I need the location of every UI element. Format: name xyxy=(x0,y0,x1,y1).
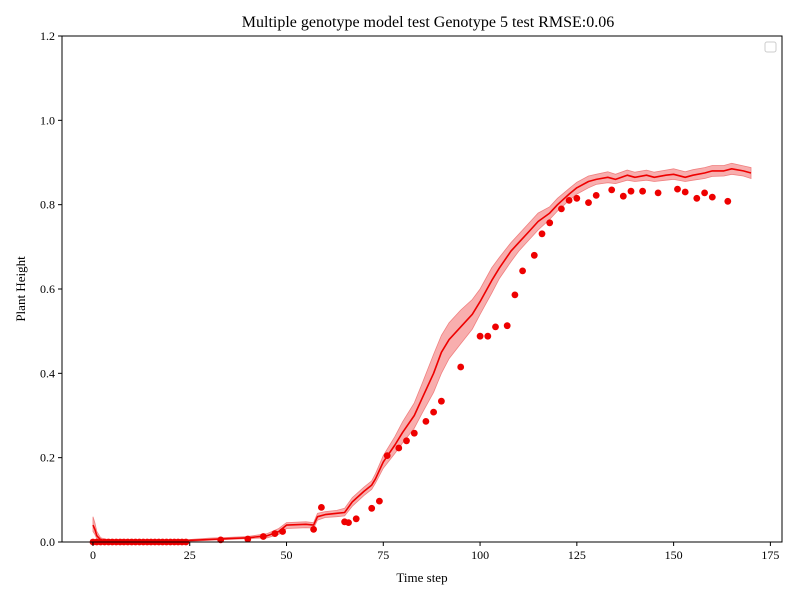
observed-point xyxy=(457,363,465,371)
prediction-band xyxy=(92,162,752,543)
y-tick-label: 0.6 xyxy=(40,282,55,296)
x-tick-label: 175 xyxy=(761,548,779,562)
chart-title: Multiple genotype model test Genotype 5 … xyxy=(242,14,614,31)
y-axis-ticks: 0.0 0.2 0.4 0.6 0.8 1.0 1.2 xyxy=(40,29,62,549)
observed-point xyxy=(585,199,592,207)
x-tick-label: 0 xyxy=(90,548,96,562)
observed-point xyxy=(352,515,360,523)
observed-point xyxy=(503,322,511,330)
observed-point xyxy=(708,193,716,201)
observed-point xyxy=(608,186,616,194)
observed-point xyxy=(376,497,383,505)
legend-box xyxy=(764,41,777,53)
y-tick-label: 0.8 xyxy=(40,198,55,212)
observed-point xyxy=(492,323,499,331)
observed-point xyxy=(484,332,492,340)
observed-point xyxy=(546,219,554,227)
observed-point xyxy=(639,187,646,195)
observed-point xyxy=(693,194,701,202)
observed-point xyxy=(573,194,581,202)
observed-point xyxy=(530,251,538,259)
observed-point xyxy=(403,437,410,445)
observed-point xyxy=(368,504,376,512)
observed-point xyxy=(244,535,252,543)
x-tick-label: 100 xyxy=(471,548,489,562)
y-tick-label: 1.0 xyxy=(40,113,55,127)
y-tick-label: 0.2 xyxy=(40,451,55,465)
observed-point xyxy=(511,291,519,299)
observed-point xyxy=(259,533,267,540)
observed-point xyxy=(383,452,391,459)
observed-point xyxy=(592,192,600,199)
observed-point xyxy=(674,185,681,193)
observed-point xyxy=(438,397,445,405)
observed-point xyxy=(279,528,286,535)
observed-point xyxy=(538,230,546,238)
x-axis-label: Time step xyxy=(396,570,447,585)
x-tick-label: 125 xyxy=(568,548,586,562)
observed-point xyxy=(318,504,325,511)
y-tick-label: 0.4 xyxy=(40,366,55,380)
y-tick-label: 1.2 xyxy=(40,29,55,43)
observed-point xyxy=(410,429,418,437)
observed-point xyxy=(310,526,317,533)
observed-point xyxy=(271,530,279,537)
prediction-band-layer xyxy=(92,162,752,543)
observed-point xyxy=(422,418,430,425)
x-axis-ticks: 0 25 50 75 100 125 150 175 xyxy=(90,542,779,562)
x-tick-label: 150 xyxy=(665,548,683,562)
observed-point xyxy=(519,267,526,275)
x-tick-label: 25 xyxy=(184,548,196,562)
observed-point xyxy=(558,205,565,213)
observed-point xyxy=(345,519,352,526)
observed-point xyxy=(627,187,635,195)
y-tick-label: 0.0 xyxy=(40,535,55,549)
observed-point xyxy=(476,332,484,340)
observed-point xyxy=(565,197,573,204)
observed-point xyxy=(395,444,403,452)
x-tick-label: 50 xyxy=(281,548,293,562)
observed-point xyxy=(654,189,662,197)
observed-point xyxy=(681,188,689,196)
observed-point xyxy=(724,197,732,205)
observed-point xyxy=(701,189,708,197)
observed-point xyxy=(430,408,437,416)
x-tick-label: 75 xyxy=(377,548,389,562)
y-axis-label: Plant Height xyxy=(13,256,28,322)
observed-point xyxy=(619,192,627,200)
